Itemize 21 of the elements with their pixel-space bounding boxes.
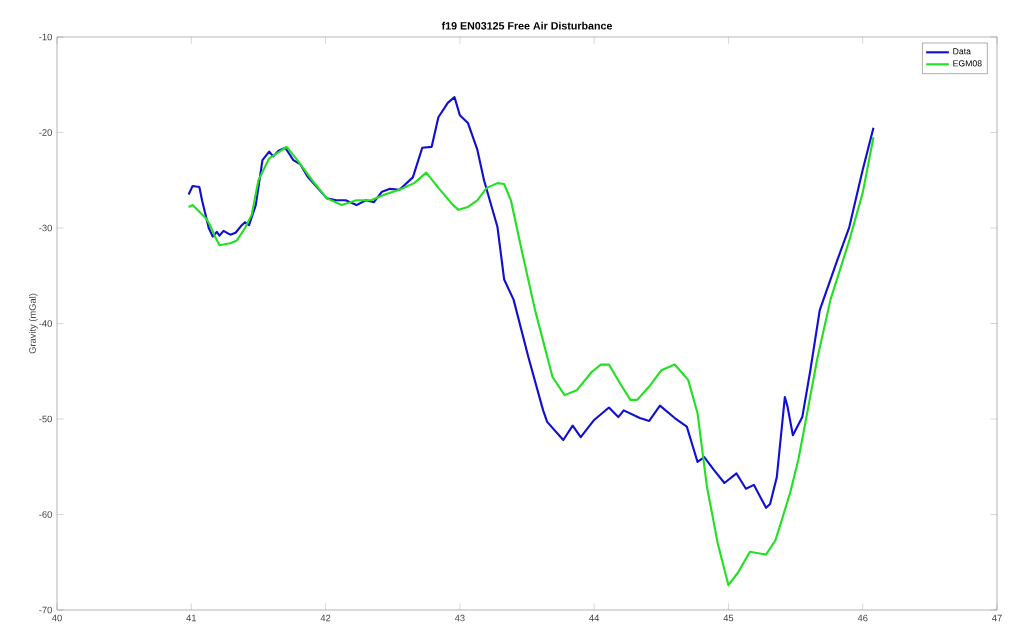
x-tick-label: 42 — [320, 614, 331, 622]
y-tick-label: -50 — [39, 415, 52, 423]
y-tick-label: -20 — [39, 129, 52, 136]
x-tick-label: 40 — [52, 614, 62, 622]
y-tick-label: -60 — [39, 511, 52, 518]
x-tick-label: 46 — [857, 614, 868, 622]
y-tick-label: -40 — [39, 320, 52, 327]
line-series — [187, 96, 875, 509]
legend-label: Data — [953, 48, 971, 55]
y-tick-label: -70 — [39, 606, 52, 614]
y-tick-label: -30 — [39, 224, 52, 232]
legend-label: EGM08 — [953, 60, 982, 67]
x-tick-label: 45 — [723, 614, 734, 622]
chart-title: f19 EN03125 Free Air Disturbance — [441, 21, 612, 30]
x-tick-label: 44 — [589, 614, 600, 622]
x-tick-label: 47 — [992, 614, 1002, 622]
x-tick-label: 43 — [454, 614, 465, 622]
x-tick-label: 41 — [186, 614, 197, 622]
y-axis-title: Gravity (mGal) — [28, 293, 38, 354]
line-series — [187, 136, 875, 587]
y-tick-label: -10 — [39, 33, 52, 41]
